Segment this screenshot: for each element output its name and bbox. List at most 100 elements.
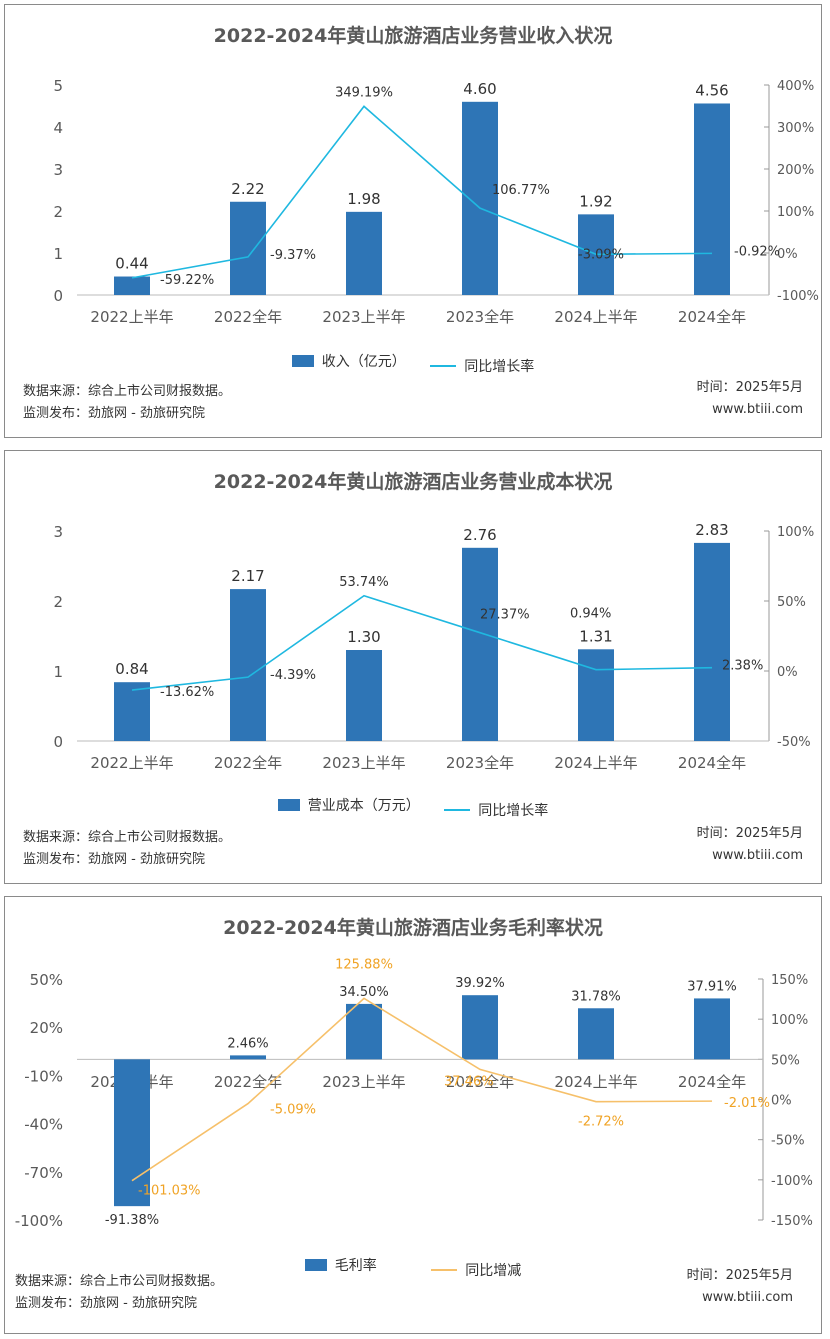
line-data-label: 0.94% [570,607,611,622]
data-source-text: 数据来源：综合上市公司财报数据。 [23,830,232,845]
y-right-tick-label: 300% [777,121,814,136]
chart-title: 2022-2024年黄山旅游酒店业务营业成本状况 [213,471,613,493]
bar-data-label: 2.76 [463,526,496,544]
y-right-tick-label: 100% [771,1013,808,1028]
legend-swatch-line [431,1269,458,1271]
line-data-label: 37.46% [444,1074,494,1089]
y-right-tick-label: 0% [777,247,798,262]
legend-label-bar: 毛利率 [334,1258,377,1274]
legend-item-bar: 营业成本（万元） [277,795,420,815]
publisher-text: 监测发布：劲旅网 - 劲旅研究院 [15,1296,197,1311]
bar [114,276,150,295]
line-data-label: 349.19% [335,85,393,100]
chart-legend: 营业成本（万元） 同比增长率 [5,795,821,820]
legend-item-line: 同比增长率 [430,356,534,376]
x-tick-label: 2022上半年 [90,308,173,326]
bar [230,1055,266,1060]
margin-chart-panel: 2022-2024年黄山旅游酒店业务毛利率状况 -100% -70% -40% -10… [4,896,822,1334]
legend-swatch-bar [304,1259,327,1271]
bar [114,682,150,741]
y-left-tick-label: 2 [53,593,63,611]
x-tick-label: 2023全年 [446,754,514,772]
x-tick-label: 2024上半年 [554,308,637,326]
y-left-tick-label: 5 [53,77,63,95]
bar [578,649,614,741]
x-tick-label: 2022上半年 [90,754,173,772]
revenue-chart: 0 1 2 3 4 5 -100% 0% 100% 200% 300% 400% 2022上半年 2022… [53,77,818,326]
y-left-tick-label: 20% [30,1019,63,1037]
revenue-chart-panel: 2022-2024年黄山旅游酒店业务营业收入状况 0 1 2 3 4 5 -100% 0% 10… [4,4,822,438]
footer-right: 时间：2025年5月 www.btiii.com [697,377,803,421]
y-right-tick-label: -150% [771,1214,813,1229]
legend-swatch-line [444,809,471,811]
cost-chart: 0 1 2 3 -50% 0% 50% 100% 2022上半年 2022全年 2023上半年 202… [53,521,814,772]
footer-right: 时间：2025年5月 www.btiii.com [687,1265,793,1309]
bar [346,650,382,741]
line-data-label: 125.88% [335,957,393,972]
y-right-tick-label: 100% [777,525,814,540]
publisher-text: 监测发布：劲旅网 - 劲旅研究院 [23,406,205,421]
bar-data-label: 39.92% [455,976,505,991]
footer-left: 数据来源：综合上市公司财报数据。 监测发布：劲旅网 - 劲旅研究院 [15,1271,223,1315]
y-right-tick-label: 50% [777,595,806,610]
y-left-tick-label: 1 [53,245,63,263]
bar [230,201,266,295]
chart-title: 2022-2024年黄山旅游酒店业务营业收入状况 [213,25,613,47]
bar [578,1008,614,1060]
bar [346,1003,382,1060]
bar [462,101,498,295]
bar [230,589,266,741]
y-left-tick-label: -70% [24,1164,63,1182]
y-right-tick-label: 0% [771,1094,792,1109]
bar-data-label: 34.50% [339,985,389,1000]
bar-data-label: 4.56 [695,81,728,99]
y-left-tick-label: -10% [24,1067,63,1085]
line-data-label: -13.62% [160,685,214,700]
publisher-text: 监测发布：劲旅网 - 劲旅研究院 [23,852,205,867]
bar-data-label: 37.91% [687,979,737,994]
x-tick-label: 2023全年 [446,1073,514,1091]
legend-item-bar: 收入（亿元） [291,351,406,371]
bar [694,103,730,295]
x-tick-label: 2023上半年 [322,754,405,772]
bar [694,998,730,1060]
legend-swatch-bar [291,355,314,367]
x-tick-label: 2024上半年 [554,754,637,772]
footer-left: 数据来源：综合上市公司财报数据。 监测发布：劲旅网 - 劲旅研究院 [23,381,231,425]
legend-item-bar: 毛利率 [304,1255,377,1275]
margin-chart: -100% -70% -40% -10% 20% 50% -150% -100% -50% 0% 5… [15,957,813,1230]
y-right-tick-label: 0% [777,665,798,680]
line-data-label: 2.38% [722,659,763,674]
y-left-tick-label: 3 [53,523,63,541]
x-tick-label: 2024上半年 [554,1073,637,1091]
y-left-tick-label: 4 [53,119,63,137]
bar-data-label: 2.17 [231,567,264,585]
site-text: www.btiii.com [712,848,803,863]
bar [462,995,498,1060]
bar-data-label: 1.31 [579,627,612,645]
y-left-tick-label: 0 [53,733,63,751]
y-left-tick-label: 3 [53,161,63,179]
bar-data-label: 2.46% [227,1036,268,1051]
legend-label-line: 同比增减 [465,1263,522,1279]
bar [462,547,498,741]
line-data-label: -9.37% [270,248,316,263]
series-line [131,997,713,1182]
bar-data-label: 4.60 [463,80,496,98]
legend-swatch-line [430,365,457,367]
legend-label-bar: 营业成本（万元） [307,798,420,814]
bar-data-label: 2.22 [231,180,264,198]
legend-label-line: 同比增长率 [464,359,535,375]
x-tick-label: 2024全年 [678,308,746,326]
bar-data-label: -91.38% [105,1213,159,1228]
bar-data-label: 2.83 [695,521,728,539]
bar-data-label: 0.44 [115,255,148,273]
line-data-label: 53.74% [339,575,389,590]
time-text: 时间：2025年5月 [686,1268,793,1283]
y-left-tick-label: 50% [30,971,63,989]
data-source-text: 数据来源：综合上市公司财报数据。 [23,384,232,399]
bar-data-label: 0.84 [115,660,148,678]
footer-right: 时间：2025年5月 www.btiii.com [697,823,803,867]
y-left-tick-label: 1 [53,663,63,681]
y-right-tick-label: -100% [771,1174,813,1189]
